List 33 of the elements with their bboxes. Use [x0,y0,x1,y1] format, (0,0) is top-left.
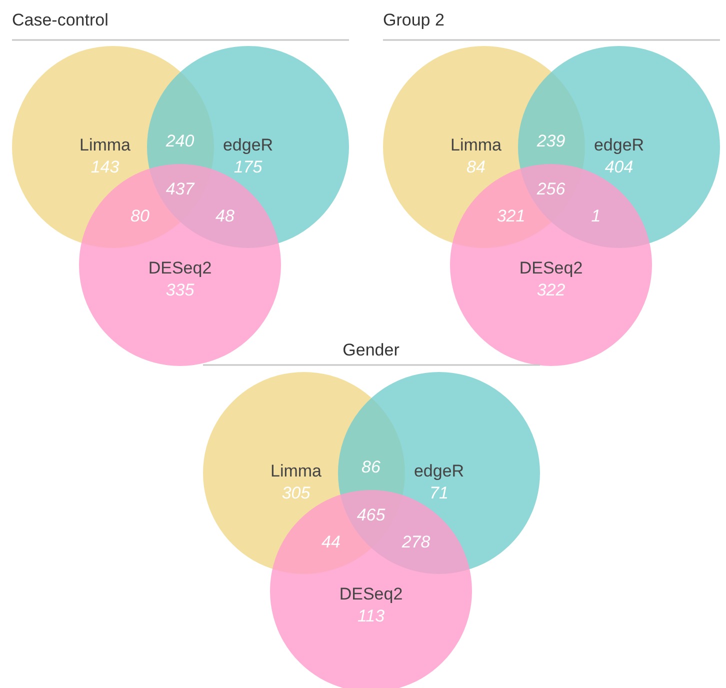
text: 1 [591,206,601,226]
category-label: edgeR [222,136,274,154]
data-label: 113 [357,606,386,626]
text: 48 [216,206,235,226]
data-label: 143 [90,158,120,176]
data-label: 335 [166,280,195,300]
text: 44 [322,532,340,552]
data-label: 84 [466,158,486,176]
text: 278 [400,532,431,552]
text: Group 2 [383,10,444,30]
data-label: 305 [282,484,311,502]
text: 239 [536,132,566,150]
category-label: DESeq2 [148,258,212,278]
data-label: 71 [430,484,448,502]
category-label: DESeq2 [519,258,583,278]
category-label: DESeq2 [339,584,403,604]
category-label: edgeR [594,136,644,154]
category-label: Limma [79,136,132,154]
data-label: 322 [536,280,566,300]
category-label: Limma [270,462,322,480]
category-label: edgeR [414,462,464,480]
text: 256 [536,180,566,198]
data-label: 175 [234,158,263,176]
category-label: Limma [450,136,502,154]
data-label: 404 [604,158,634,176]
text: 86 [362,458,381,476]
text: 465 [356,506,386,524]
text: Gender [342,340,400,360]
text: 321 [496,206,526,226]
text: 80 [130,206,150,226]
text: Case-control [12,10,108,30]
text: 437 [166,180,195,198]
text: 240 [164,132,195,150]
